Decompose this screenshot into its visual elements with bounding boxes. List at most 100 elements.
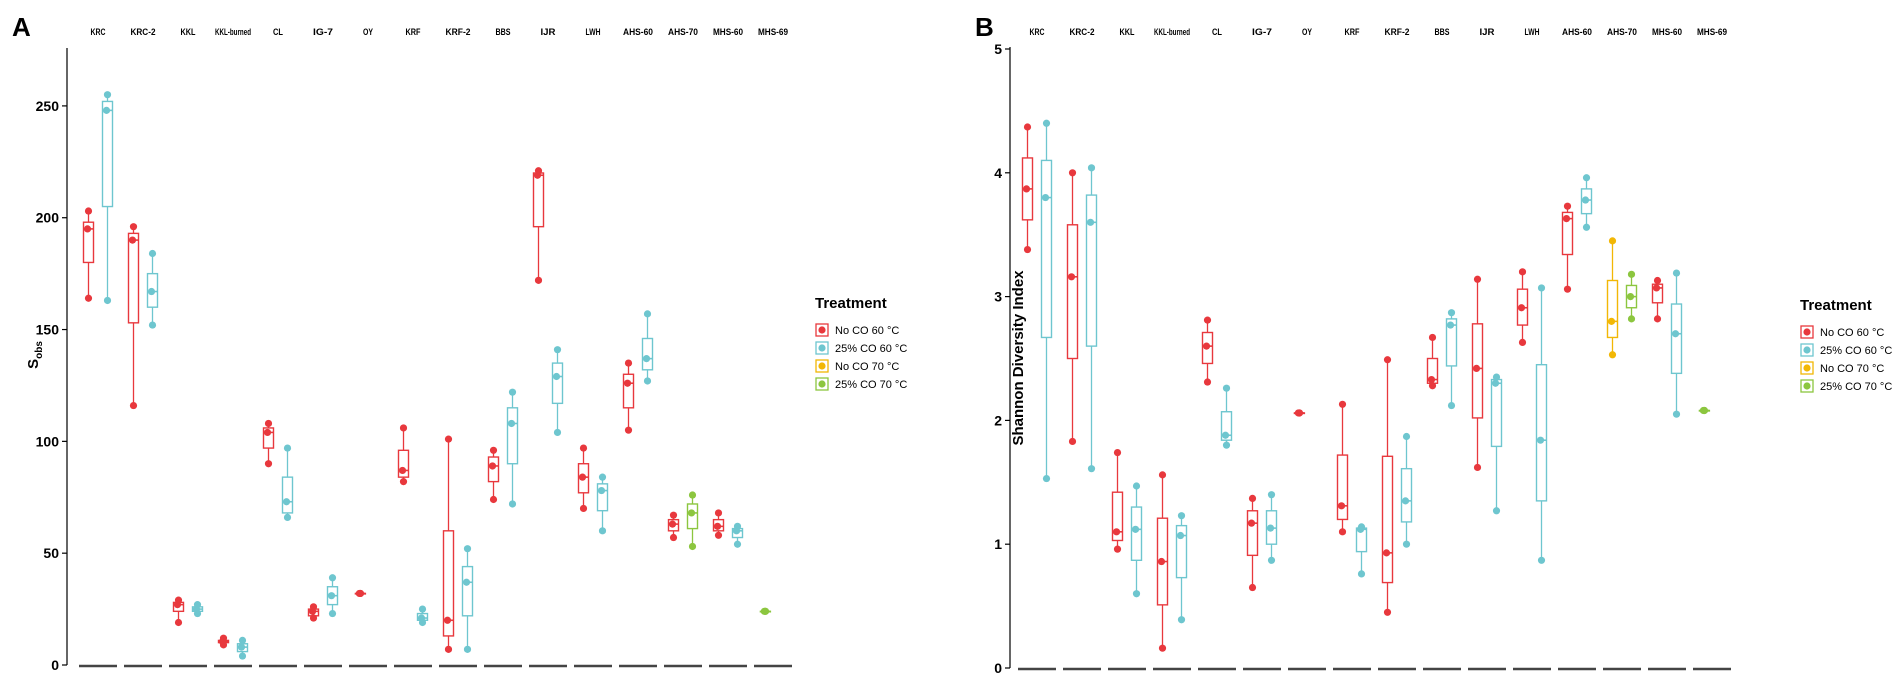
data-point <box>1023 123 1032 131</box>
box-plot <box>1130 482 1143 598</box>
data-point <box>148 321 157 329</box>
data-point <box>1087 164 1096 172</box>
y-tick-label: 4 <box>994 165 1002 181</box>
legend-key-point <box>1803 382 1811 390</box>
box-iqr <box>1445 318 1458 367</box>
data-point <box>1537 284 1546 292</box>
data-point <box>1447 401 1456 410</box>
data-point <box>1518 268 1527 276</box>
legend-key-point <box>818 380 826 388</box>
data-point <box>444 435 453 443</box>
box-plot <box>1265 491 1278 564</box>
box-plot <box>759 607 772 615</box>
facet-strip-label: KKL <box>181 27 196 37</box>
facet-strip-label: KRF <box>1345 27 1360 37</box>
data-point <box>103 296 112 305</box>
box-plot <box>307 603 320 622</box>
data-point <box>282 498 291 506</box>
legend-label: 25% CO 60 °C <box>1820 345 1892 357</box>
y-tick-label: 1 <box>994 536 1002 552</box>
data-point <box>398 466 407 475</box>
data-point <box>668 520 677 528</box>
box-iqr <box>1220 411 1233 441</box>
data-point <box>443 616 452 624</box>
box-plot <box>1471 275 1484 472</box>
data-point <box>624 426 633 434</box>
data-point <box>598 473 607 481</box>
box-plot <box>1561 202 1574 293</box>
legend: Treatment No CO 60 °C 25% CO 60 °C No CO 70… <box>1800 297 1892 393</box>
data-point <box>1338 528 1347 536</box>
box-plot <box>397 424 410 486</box>
legend-label: No CO 60 °C <box>835 325 899 337</box>
facet-strip-label: AHS-60 <box>1562 27 1592 37</box>
box-iqr <box>1085 194 1098 347</box>
data-point <box>1267 491 1276 499</box>
data-point <box>1132 590 1141 598</box>
data-point <box>1608 351 1617 359</box>
data-point <box>1383 608 1392 616</box>
box-iqr <box>262 427 275 449</box>
data-point <box>1067 273 1076 281</box>
data-point <box>147 287 156 296</box>
data-point <box>1447 309 1456 317</box>
box-iqr <box>1490 378 1503 448</box>
data-point <box>1158 471 1167 479</box>
facet-strip-label: LWH <box>586 27 601 37</box>
data-point <box>1203 316 1212 324</box>
data-point <box>238 636 247 645</box>
data-point <box>1023 245 1032 254</box>
data-point <box>1247 519 1256 527</box>
box-iqr <box>281 476 294 514</box>
data-point <box>84 207 93 215</box>
data-point <box>328 574 337 582</box>
data-point <box>102 106 111 114</box>
data-point <box>1267 556 1276 564</box>
data-point <box>1158 644 1167 652</box>
data-point <box>507 419 516 428</box>
box-plot <box>1426 333 1439 390</box>
panel-a: A 0 50 100 150 200 250 Sobs KRC KRC-2 KKL KKL-burne… <box>12 12 907 673</box>
data-point <box>238 652 247 660</box>
data-point <box>688 542 697 551</box>
facet-strip-label: OY <box>1302 27 1312 37</box>
box-plot <box>1085 164 1098 473</box>
data-point <box>1357 523 1366 531</box>
box-plot <box>487 446 500 504</box>
data-point <box>1671 330 1680 338</box>
box-plot <box>1535 284 1548 564</box>
facet-strip-label: AHS-70 <box>668 27 698 37</box>
box-plot <box>712 509 725 539</box>
data-point <box>1402 432 1411 441</box>
legend-label: No CO 60 °C <box>1820 327 1884 339</box>
box-plot <box>236 636 249 660</box>
data-point <box>553 346 562 354</box>
facet-strip-label: KRF-2 <box>1385 27 1410 37</box>
box-iqr <box>506 407 519 465</box>
facet-strip-label: MHS-69 <box>1697 27 1727 37</box>
y-tick-label: 250 <box>36 98 60 114</box>
data-point <box>219 634 228 642</box>
box-plot <box>1066 169 1079 446</box>
data-point <box>1492 507 1501 515</box>
data-point <box>598 527 607 535</box>
facet-strip-label: AHS-60 <box>623 27 653 37</box>
data-point <box>399 478 408 486</box>
data-point <box>534 167 543 175</box>
data-point <box>1518 338 1527 347</box>
box-plot <box>1651 276 1664 323</box>
data-point <box>1627 270 1636 278</box>
data-point <box>1472 364 1481 373</box>
data-point <box>1582 223 1591 231</box>
legend-key-point <box>1803 346 1811 354</box>
data-point <box>624 359 633 367</box>
legend-label: No CO 70 °C <box>1820 363 1884 375</box>
data-point <box>761 607 770 615</box>
box-plot <box>1400 432 1413 548</box>
box-plot <box>1698 406 1711 415</box>
data-point <box>462 578 471 586</box>
y-axis-label: Sobs <box>25 341 45 369</box>
data-point <box>1041 193 1050 202</box>
data-point <box>193 601 202 609</box>
box-iqr <box>1130 506 1143 561</box>
